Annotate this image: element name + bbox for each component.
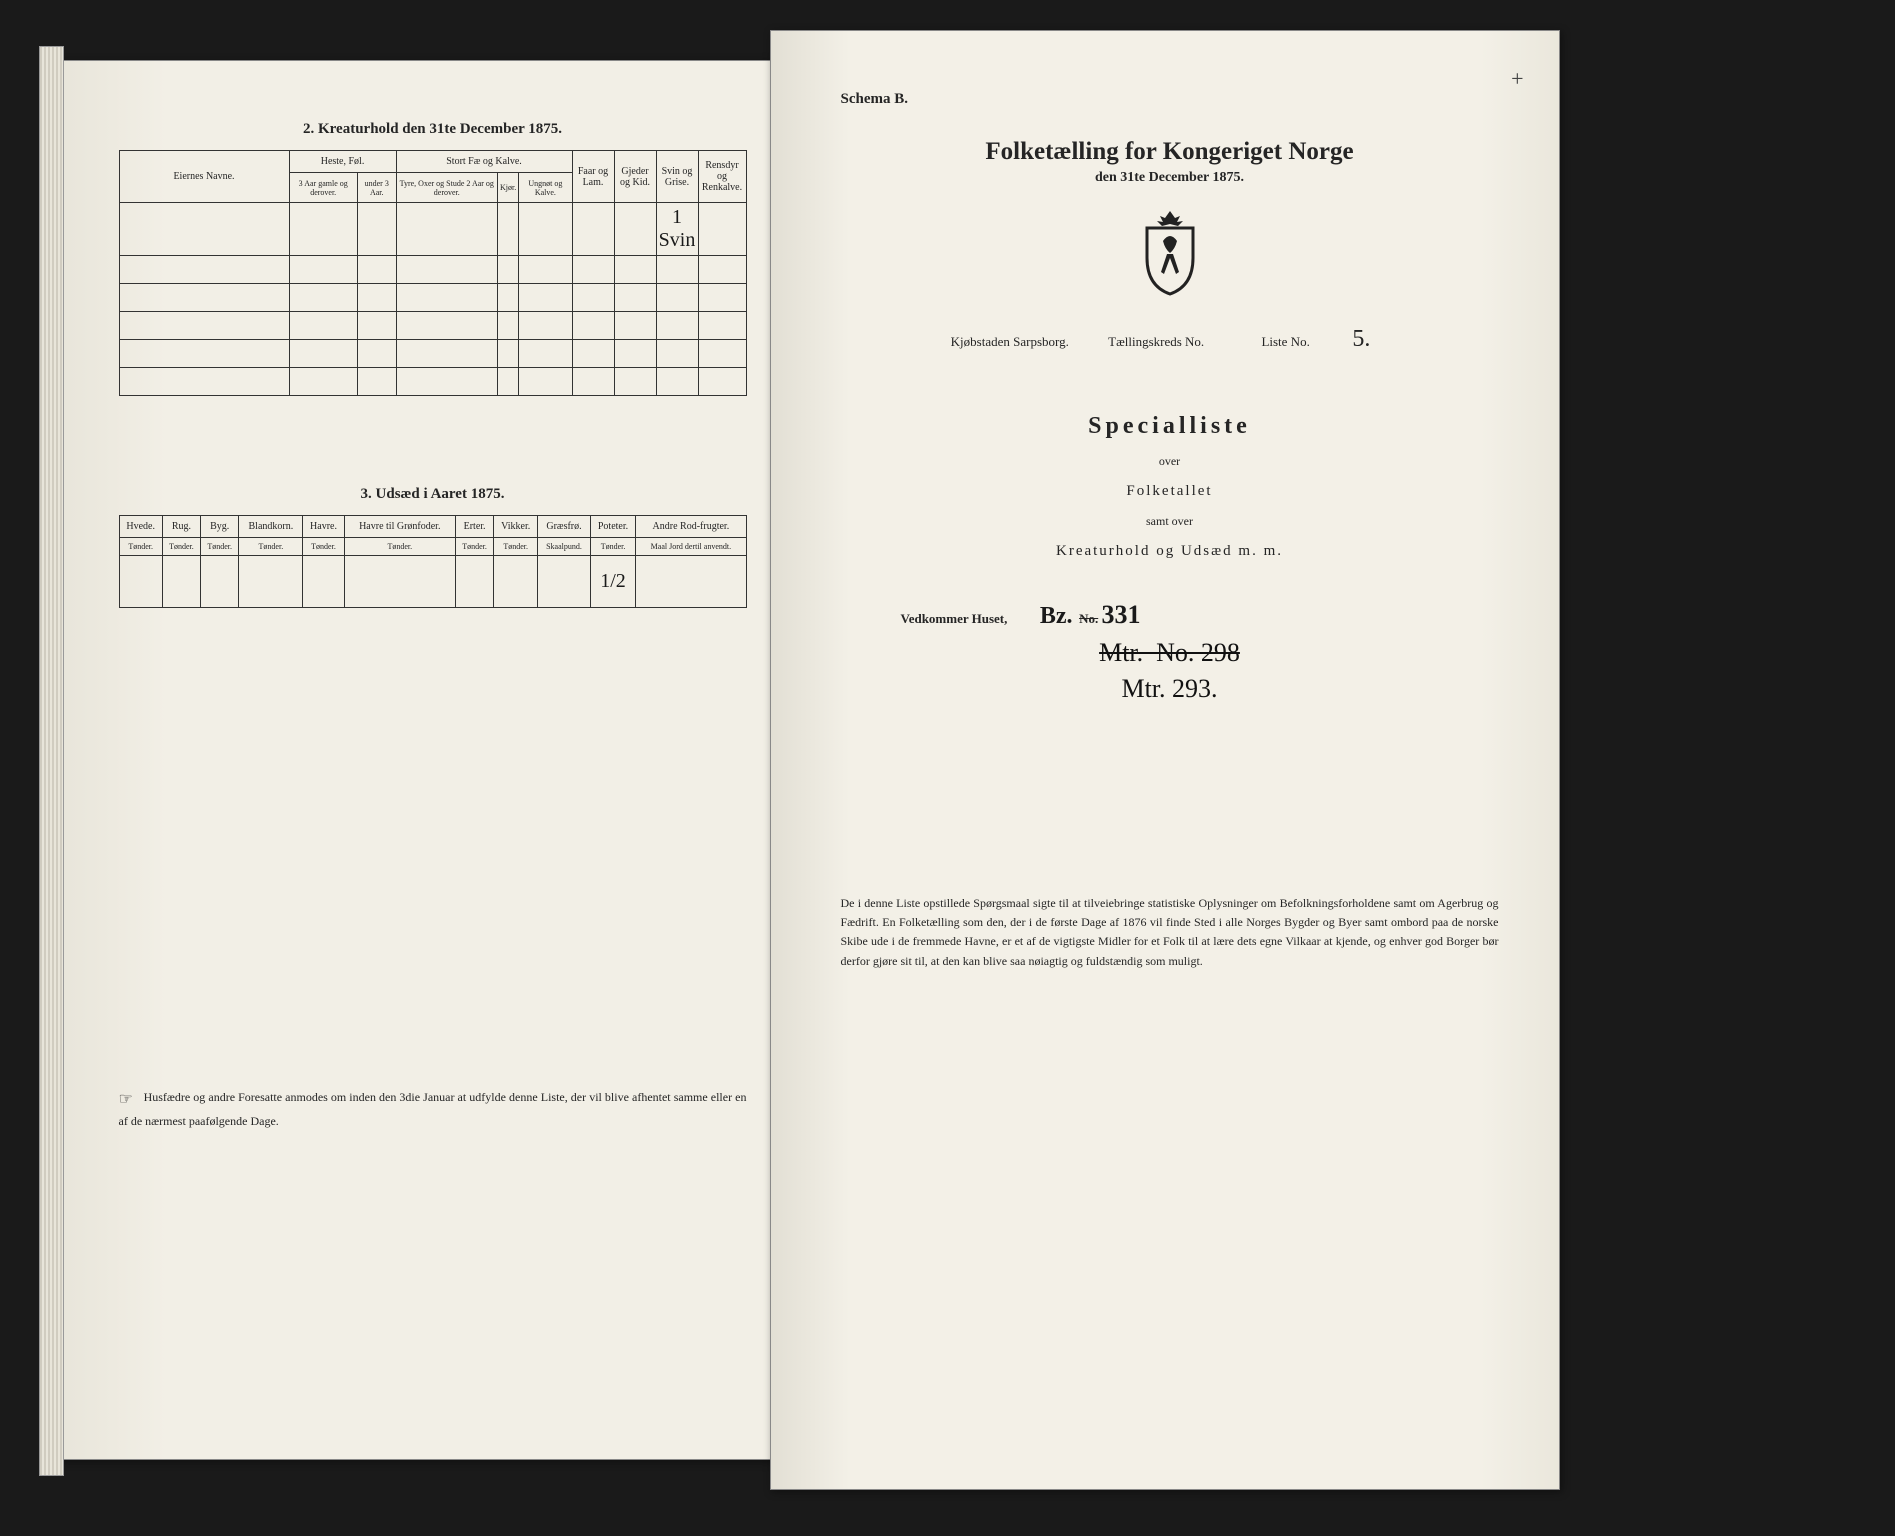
t2-sub: Skaalpund. [538,538,591,556]
census-date: den 31te December 1875. [841,170,1499,186]
section-3-title: 3. Udsæd i Aaret 1875. [119,486,747,503]
sub-h1: 3 Aar gamle og derover. [289,173,357,203]
t2-sub: Tønder. [239,538,303,556]
meta-city: Kjøbstaden Sarpsborg. [951,334,1069,349]
table-row: 1 Svin [119,203,746,256]
hand-matr-line: Mtr. 293. [841,674,1499,704]
sub-s2: Kjør. [498,173,519,203]
section-2-title: 2. Kreaturhold den 31te December 1875. [119,121,747,138]
t2-col: Andre Rod-frugter. [636,516,746,538]
table-row: 1/2 [119,556,746,608]
table-row [119,340,746,368]
t2-col: Hvede. [119,516,162,538]
right-footer-text: De i denne Liste opstillede Spørgsmaal s… [841,894,1499,971]
t2-sub: Tønder. [455,538,493,556]
footer-text: Husfædre og andre Foresatte anmodes om i… [119,1090,747,1128]
col-rensdyr: Rensdyr og Renkalve. [698,151,746,203]
udsaed-table: Hvede. Rug. Byg. Blandkorn. Havre. Havre… [119,515,747,608]
col-owner: Eiernes Navne. [119,151,289,203]
col-faar: Faar og Lam. [572,151,614,203]
document-spread: 2. Kreaturhold den 31te December 1875. E… [18,20,1878,1510]
t2-col: Havre. [303,516,344,538]
page-stack-edge [39,46,64,1476]
corner-cross-mark: + [1511,66,1523,92]
vedkommer-line: Vedkommer Huset, Bz. No. 331 [841,600,1499,630]
table-row [119,284,746,312]
table-row [119,312,746,340]
kreaturhold-table: Eiernes Navne. Heste, Føl. Stort Fæ og K… [119,150,747,396]
t2-sub: Tønder. [590,538,635,556]
table-row [119,368,746,396]
poteter-entry: 1/2 [590,556,635,608]
coat-of-arms-icon [1135,206,1205,296]
sub-s1: Tyre, Oxer og Stude 2 Aar og derover. [396,173,497,203]
t2-col: Vikker. [494,516,538,538]
meta-line: Kjøbstaden Sarpsborg. Tællingskreds No. … [841,326,1499,353]
right-page: + Schema B. Folketælling for Kongeriget … [770,30,1560,1490]
t2-sub: Tønder. [303,538,344,556]
t2-col: Havre til Grønfoder. [344,516,455,538]
liste-no-hand: 5. [1352,326,1370,352]
census-main-title: Folketælling for Kongeriget Norge [841,138,1499,166]
pointing-hand-icon: ☞ [119,1088,141,1112]
left-page: 2. Kreaturhold den 31te December 1875. E… [58,60,778,1460]
t2-col: Poteter. [590,516,635,538]
folketallet-label: Folketallet [841,483,1499,500]
col-group-heste: Heste, Føl. [289,151,396,173]
t2-sub: Tønder. [344,538,455,556]
hand-struck-line: Mtr. No. 298 [841,638,1499,668]
specialliste-title: Specialliste [841,413,1499,440]
col-svin: Svin og Grise. [656,151,698,203]
col-group-stort: Stort Fæ og Kalve. [396,151,572,173]
schema-label: Schema B. [841,91,1499,108]
sub-h2: under 3 Aar. [357,173,396,203]
samt-label: samt over [841,514,1499,529]
t2-sub: Tønder. [119,538,162,556]
house-no-hand: 331 [1101,600,1140,629]
t2-sub: Tønder. [201,538,239,556]
t2-col: Rug. [162,516,200,538]
table-row [119,256,746,284]
sub-s3: Ungnøt og Kalve. [519,173,572,203]
t2-col: Erter. [455,516,493,538]
t2-col: Blandkorn. [239,516,303,538]
svin-entry: 1 Svin [656,203,698,256]
t2-col: Græsfrø. [538,516,591,538]
left-footer-note: ☞ Husfædre og andre Foresatte anmodes om… [119,1088,747,1130]
t2-sub: Tønder. [494,538,538,556]
meta-kreds: Tællingskreds No. [1108,334,1204,349]
meta-liste: Liste No. 5. [1243,334,1388,349]
t2-col: Byg. [201,516,239,538]
t2-sub: Maal Jord dertil anvendt. [636,538,746,556]
over-label: over [841,454,1499,469]
col-gjeder: Gjeder og Kid. [614,151,656,203]
t2-sub: Tønder. [162,538,200,556]
kreatur-line: Kreaturhold og Udsæd m. m. [841,543,1499,560]
